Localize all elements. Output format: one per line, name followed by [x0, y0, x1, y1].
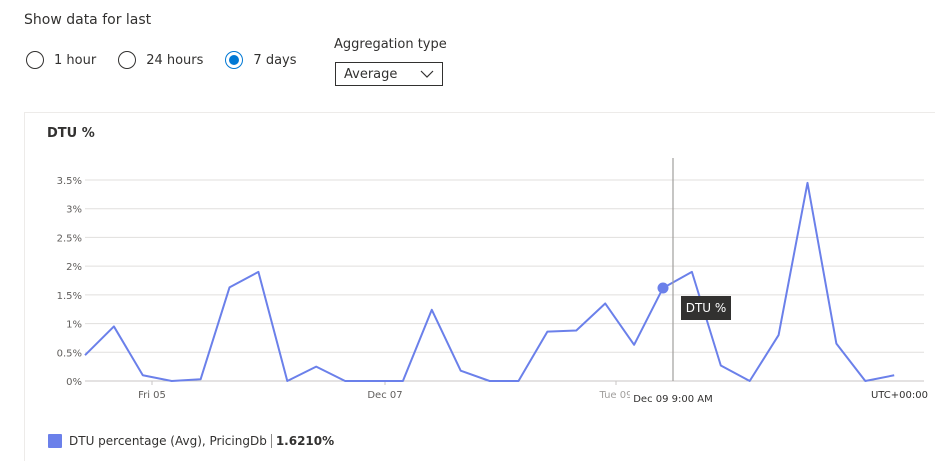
y-tick-label: 1%	[66, 320, 82, 331]
chart-legend[interactable]: DTU percentage (Avg), PricingDb 1.6210%	[48, 434, 334, 448]
radio-selected-icon[interactable]	[225, 51, 244, 69]
show-data-label: Show data for last	[24, 12, 152, 28]
aggregation-type-dropdown[interactable]: Average	[335, 62, 443, 86]
legend-value: 1.6210%	[275, 434, 335, 448]
radio-1-hour[interactable]: 1 hour	[26, 51, 96, 69]
radio-label: 24 hours	[146, 52, 204, 68]
series-line	[84, 181, 895, 382]
hover-point	[657, 282, 669, 294]
legend-divider	[270, 434, 272, 448]
cursor-label-bg	[630, 389, 716, 405]
x-tick-label: Fri 05	[138, 390, 166, 401]
radio-label: 1 hour	[54, 52, 97, 68]
radio-label: 7 days	[253, 52, 297, 68]
tooltip-box	[681, 296, 731, 320]
radio-24-hours[interactable]: 24 hours	[118, 51, 203, 69]
chart-card	[24, 112, 935, 461]
radio-circle-icon[interactable]	[118, 51, 137, 69]
time-range-radio-group: 1 hour 24 hours 7 days	[26, 51, 319, 69]
aggregation-value: Average	[344, 66, 398, 82]
tooltip-label: DTU %	[686, 301, 727, 315]
y-tick-label: 3%	[66, 205, 82, 216]
y-tick-label: 3.5%	[57, 176, 82, 187]
timezone-label: UTC+00:00	[871, 390, 928, 401]
y-tick-label: 0%	[66, 377, 82, 388]
chart-title: DTU %	[47, 126, 95, 141]
aggregation-type-label: Aggregation type	[334, 37, 447, 52]
chevron-down-icon	[420, 70, 434, 78]
cursor-time-label: Dec 09 9:00 AM	[633, 394, 713, 405]
legend-series-name: DTU percentage (Avg), PricingDb	[69, 434, 267, 448]
y-tick-label: 2.5%	[57, 233, 82, 244]
y-tick-label: 0.5%	[57, 348, 82, 359]
y-tick-label: 2%	[66, 262, 82, 273]
x-tick-label: Tue 09	[599, 390, 633, 401]
x-tick-label: Dec 07	[367, 390, 402, 401]
radio-circle-icon[interactable]	[26, 51, 44, 69]
y-tick-label: 1.5%	[57, 291, 82, 302]
radio-7-days[interactable]: 7 days	[225, 51, 297, 69]
legend-swatch	[48, 434, 62, 448]
